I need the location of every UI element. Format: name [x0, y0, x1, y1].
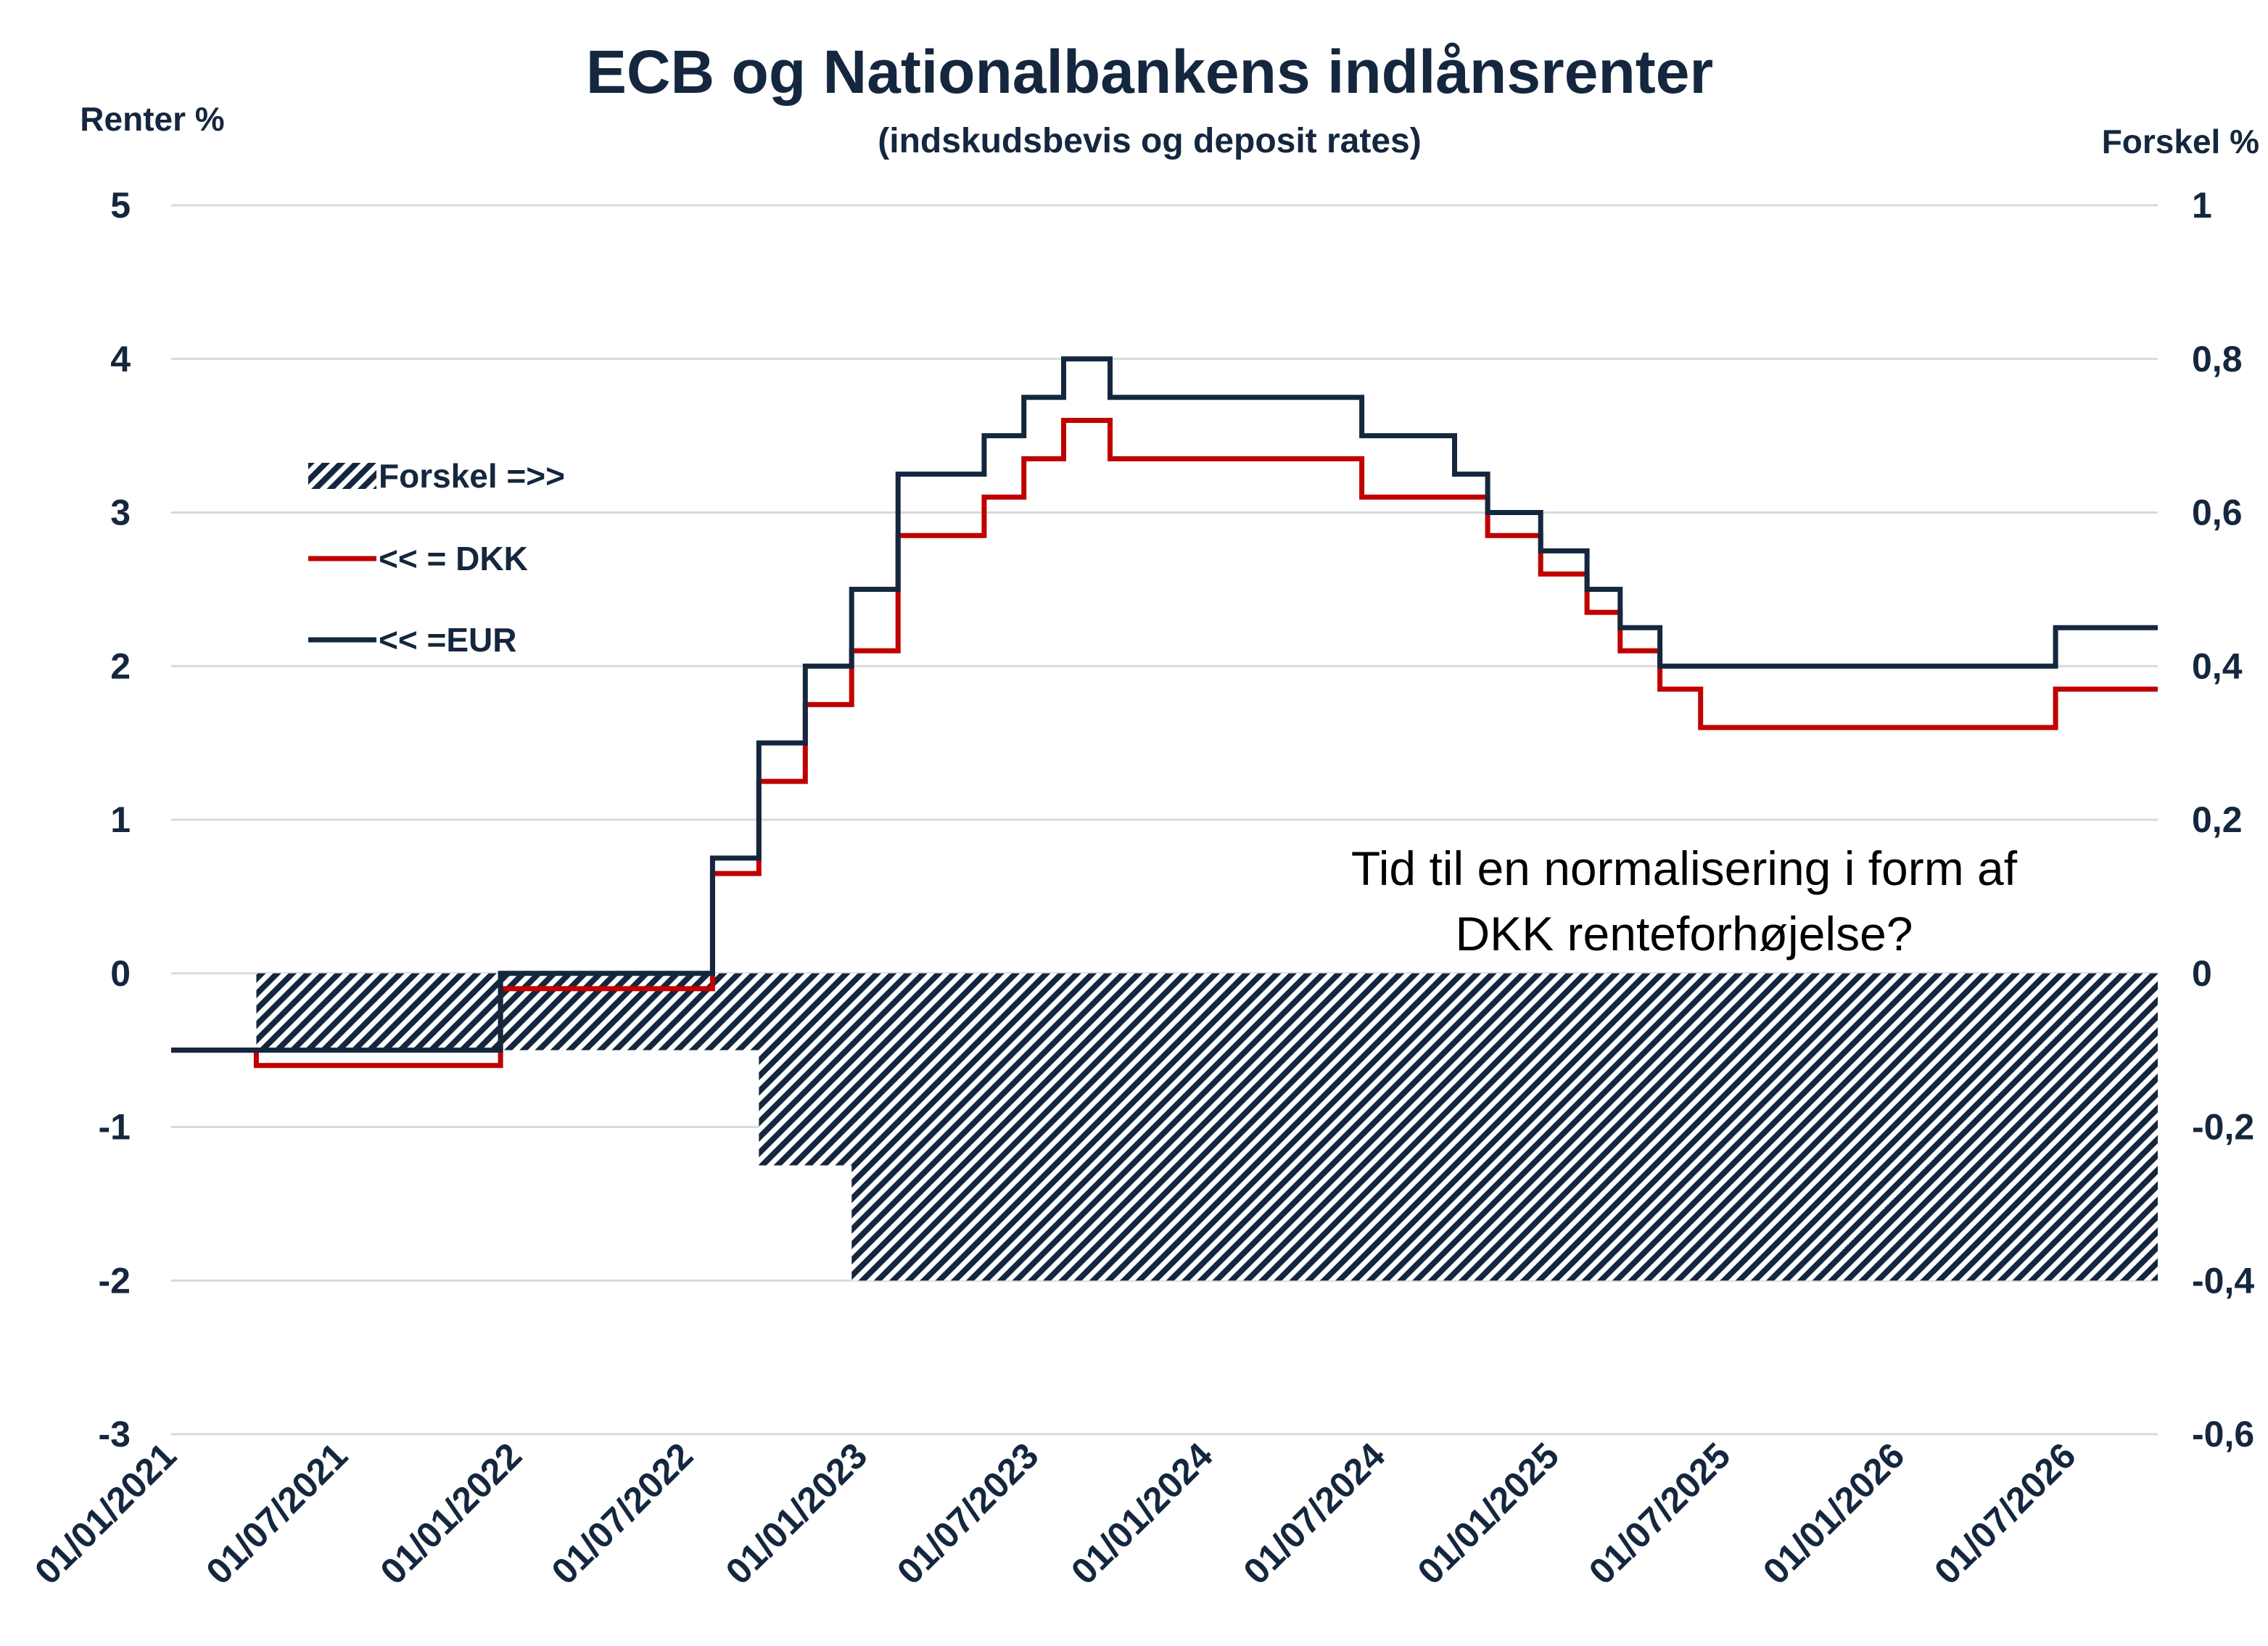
y-tick-left: -1 [99, 1107, 131, 1148]
annotation-line-2: DKK renteforhøjelse? [1456, 907, 1913, 960]
y-tick-left: 1 [110, 799, 131, 840]
left-axis-title: Renter % [80, 100, 224, 138]
y-tick-left: 4 [110, 339, 131, 379]
y-tick-right: -0,6 [2192, 1414, 2254, 1454]
legend-label-eur: << =EUR [379, 621, 517, 659]
right-axis-title: Forskel % [2102, 123, 2259, 160]
y-tick-left: 0 [110, 953, 131, 994]
y-tick-right: 0,4 [2192, 646, 2243, 686]
eur-line [171, 356, 2158, 1053]
right-y-axis: 1 0,8 0,6 0,4 0,2 0 -0,2 -0,4 -0,6 [2192, 185, 2254, 1454]
x-tick-label: 01/07/2023 [889, 1435, 1047, 1592]
series-lines-layer [171, 356, 2158, 1069]
y-tick-right: 0 [2192, 953, 2212, 994]
y-tick-right: 0,2 [2192, 799, 2243, 840]
forskel-area-layer [256, 973, 2158, 1281]
x-tick-label: 01/01/2026 [1755, 1435, 1913, 1592]
x-tick-label: 01/01/2024 [1063, 1435, 1221, 1592]
x-tick-label: 01/01/2025 [1410, 1435, 1567, 1592]
annotation-line-1: Tid til en normalisering i form af [1351, 841, 2018, 895]
x-tick-label: 01/01/2023 [718, 1435, 875, 1592]
left-y-axis: 5 4 3 2 1 0 -1 -2 -3 [99, 185, 131, 1454]
y-tick-right: 0,6 [2192, 493, 2243, 533]
y-tick-left: -3 [99, 1414, 131, 1454]
forskel-area [256, 973, 2158, 1281]
chart-title: ECB og Nationalbankens indlånsrenter [586, 38, 1713, 106]
y-tick-left: 3 [110, 493, 131, 533]
legend-label-forskel: Forskel =>> [379, 457, 565, 495]
x-tick-label: 01/07/2024 [1236, 1435, 1393, 1592]
x-tick-label: 01/07/2026 [1926, 1435, 2084, 1592]
chart-subtitle: (indskudsbevis og deposit rates) [878, 122, 1421, 160]
x-tick-label: 01/07/2025 [1581, 1435, 1739, 1592]
y-tick-left: -2 [99, 1260, 131, 1301]
y-tick-right: 1 [2192, 185, 2212, 226]
y-tick-right: -0,4 [2192, 1260, 2254, 1301]
x-tick-label: 01/07/2021 [198, 1435, 355, 1592]
x-tick-label: 01/01/2021 [27, 1435, 184, 1592]
y-tick-left: 5 [110, 185, 131, 226]
y-tick-right: 0,8 [2192, 339, 2243, 379]
dkk-line [171, 418, 2158, 1069]
x-tick-label: 01/07/2022 [544, 1435, 701, 1592]
legend: Forskel =>> << = DKK << =EUR [308, 457, 565, 659]
x-tick-label: 01/01/2022 [373, 1435, 530, 1592]
y-tick-left: 2 [110, 646, 131, 686]
y-tick-right: -0,2 [2192, 1107, 2254, 1148]
legend-label-dkk: << = DKK [379, 540, 528, 577]
legend-swatch-forskel [308, 463, 376, 489]
x-axis: 01/01/2021 01/07/2021 01/01/2022 01/07/2022… [27, 1435, 2083, 1592]
